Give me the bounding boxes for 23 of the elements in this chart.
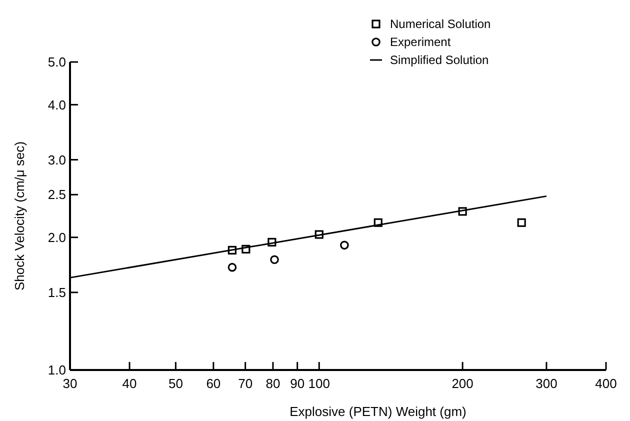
y-tick-label: 2.0 xyxy=(48,230,66,245)
x-tick-label: 400 xyxy=(595,376,617,391)
y-tick-label: 5.0 xyxy=(48,54,66,70)
legend-label: Simplified Solution xyxy=(390,53,489,68)
legend-label: Numerical Solution xyxy=(390,17,491,32)
x-tick-label: 200 xyxy=(452,376,474,391)
x-tick-label: 70 xyxy=(238,376,253,391)
y-axis-title: Shock Velocity (cm/μ sec) xyxy=(12,141,27,291)
y-tick-label: 2.5 xyxy=(48,187,66,202)
x-tick-label: 100 xyxy=(308,376,330,391)
x-tick-label: 50 xyxy=(168,376,183,391)
y-tick-label: 1.0 xyxy=(48,362,66,378)
x-tick-label: 30 xyxy=(62,376,78,391)
y-tick-label: 3.0 xyxy=(48,152,66,168)
x-tick-label: 40 xyxy=(122,376,137,391)
y-tick-label: 4.0 xyxy=(48,97,66,112)
y-tick-label: 1.5 xyxy=(48,284,66,300)
x-tick-label: 90 xyxy=(290,376,305,391)
x-tick-label: 60 xyxy=(206,376,221,391)
legend-label: Experiment xyxy=(390,35,452,50)
x-tick-label: 300 xyxy=(536,376,558,391)
x-tick-label: 80 xyxy=(266,376,280,391)
x-axis-title: Explosive (PETN) Weight (gm) xyxy=(290,404,466,419)
